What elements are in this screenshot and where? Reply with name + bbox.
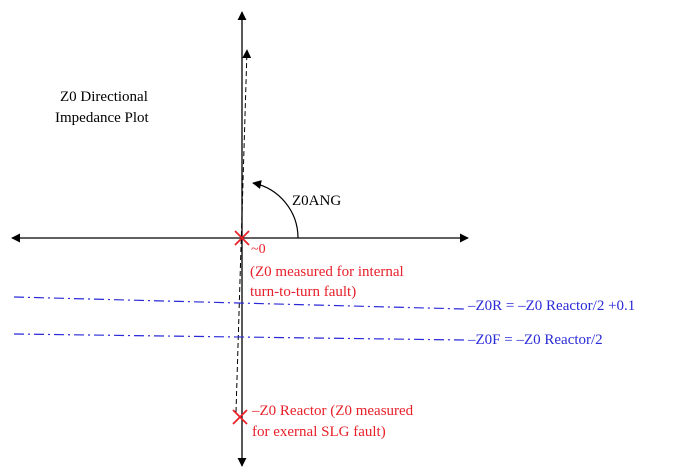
origin-x-marker (234, 230, 250, 246)
reactor-line-1: –Z0 Reactor (Z0 measured (251, 403, 414, 419)
z0f-label: –Z0F = –Z0 Reactor/2 (467, 332, 603, 348)
reactor-x-marker (232, 409, 248, 425)
z0-dashed-vector (235, 49, 252, 413)
reactor-line-2: for exernal SLG fault) (252, 424, 386, 440)
z0r-threshold-line (13, 296, 465, 310)
z0ang-arc (252, 180, 299, 239)
internal-fault-line-2: turn-to-turn fault) (250, 284, 356, 300)
origin-label: ~0 (251, 242, 266, 257)
angle-label: Z0ANG (292, 193, 341, 209)
z0f-threshold-line (13, 333, 465, 341)
internal-fault-line-1: (Z0 measured for internal (250, 264, 404, 280)
plot-title-line-1: Z0 Directional (60, 89, 148, 105)
plot-title-line-2: Impedance Plot (55, 110, 150, 126)
z0r-label: –Z0R = –Z0 Reactor/2 +0.1 (467, 298, 635, 314)
